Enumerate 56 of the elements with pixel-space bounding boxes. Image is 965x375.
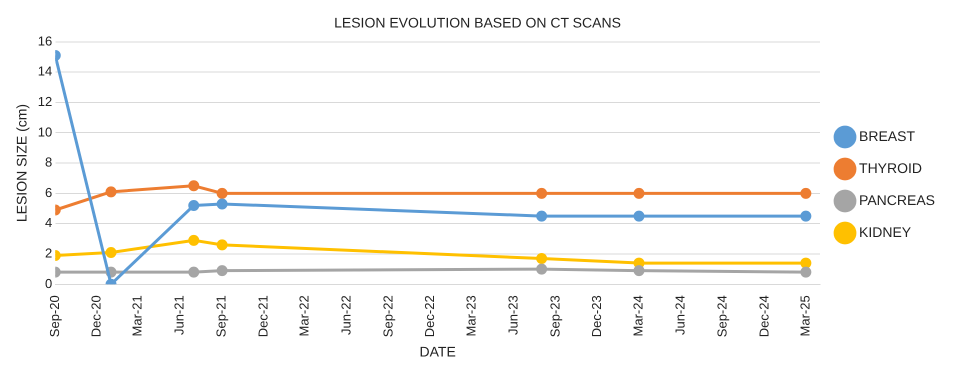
point (634, 210, 644, 222)
point (188, 200, 200, 211)
point (188, 180, 200, 192)
point (800, 210, 812, 222)
legend-label: THYROID (859, 160, 922, 176)
point (634, 188, 644, 199)
x-tick-label: Dec-22 (422, 295, 438, 338)
legend-label: KIDNEY (859, 224, 912, 240)
x-tick-label: Jun-24 (672, 295, 688, 336)
point (634, 265, 644, 276)
point (216, 239, 228, 250)
x-tick-label: Mar-22 (296, 295, 312, 336)
y-tick-label: 10 (38, 124, 52, 140)
x-tick-label: Sep-20 (46, 295, 62, 338)
y-tick-label: 8 (45, 154, 52, 170)
x-tick-label: Mar-21 (130, 295, 145, 336)
x-axis-title: DATE (419, 343, 456, 360)
x-tick-label: Jun-22 (338, 295, 354, 336)
y-axis-title: LESION SIZE (cm) (13, 104, 30, 222)
point (536, 188, 548, 199)
x-tick-label: Mar-23 (463, 295, 478, 336)
legend-label: BREAST (859, 128, 916, 144)
point (106, 186, 117, 198)
point (106, 246, 117, 258)
y-tick-label: 6 (45, 184, 52, 200)
point (188, 266, 200, 278)
chart-title: LESION EVOLUTION BASED ON CT SCANS (334, 14, 621, 30)
x-tick-label: Sep-21 (214, 295, 229, 338)
y-tick-label: 14 (38, 64, 52, 79)
point (800, 188, 812, 199)
y-tick-label: 4 (45, 215, 52, 230)
y-tick-label: 0 (45, 276, 52, 291)
x-tick-label: Mar-25 (797, 295, 812, 336)
point (536, 253, 548, 264)
point (536, 210, 548, 222)
x-tick-label: Sep-22 (380, 295, 396, 338)
point (216, 198, 228, 210)
x-tick-label: Jun-21 (172, 295, 187, 336)
x-tick-label: Mar-24 (630, 295, 646, 336)
point (800, 258, 812, 269)
legend-label: PANCREAS (859, 192, 936, 208)
x-tick-label: Dec-23 (588, 295, 604, 338)
x-tick-label: Sep-23 (547, 295, 562, 338)
y-tick-label: 12 (38, 94, 52, 109)
point (536, 264, 548, 275)
x-tick-label: Dec-24 (756, 295, 772, 338)
y-tick-label: 16 (38, 33, 52, 48)
point (188, 234, 200, 246)
point (216, 188, 228, 199)
y-tick-label: 2 (45, 246, 52, 261)
point (216, 265, 228, 276)
point (800, 266, 812, 278)
x-tick-label: Dec-20 (88, 295, 104, 338)
x-tick-label: Sep-24 (714, 295, 730, 338)
x-tick-label: Jun-23 (505, 295, 520, 336)
x-tick-label: Dec-21 (255, 295, 270, 338)
